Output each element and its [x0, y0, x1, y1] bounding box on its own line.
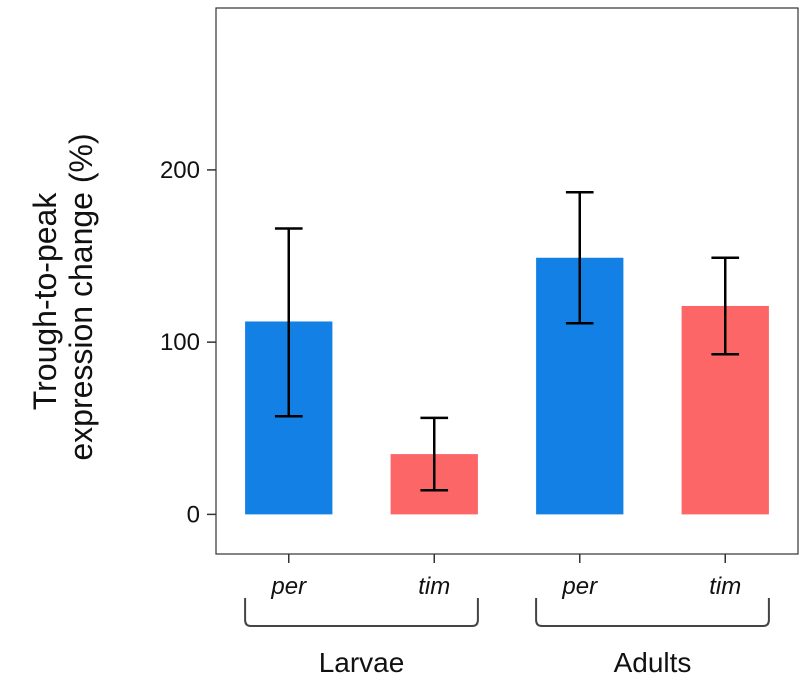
y-tick-label: 0	[187, 501, 200, 528]
error-bar-3	[565, 191, 594, 325]
x-tick-label-tim: tim	[418, 573, 450, 600]
y-tick-label: 200	[160, 157, 200, 184]
group-label-adults: Adults	[614, 647, 692, 678]
y-axis: 0 100 200	[160, 157, 216, 528]
x-tick-label-per: per	[561, 573, 598, 600]
group-label-larvae: Larvae	[319, 647, 405, 678]
y-axis-title: Trough-to-peak expression change (%)	[27, 133, 99, 460]
group-bracket-1	[244, 598, 479, 627]
error-bars-layer	[274, 191, 740, 492]
group-bracket-2	[535, 598, 770, 627]
x-tick-label-per: per	[270, 573, 307, 600]
x-axis: per tim per tim	[270, 554, 741, 600]
y-tick-label: 100	[160, 329, 200, 356]
bars-layer	[245, 257, 769, 515]
y-axis-title-line-2: expression change (%)	[63, 133, 99, 460]
x-tick-label-tim: tim	[709, 573, 741, 600]
error-bar-1	[274, 227, 303, 418]
plot-panel	[215, 7, 799, 555]
error-bar-4	[711, 256, 740, 356]
group-brackets: Larvae Adults	[244, 598, 770, 678]
y-axis-title-line-1: Trough-to-peak	[27, 192, 63, 411]
error-bar-2	[420, 416, 449, 492]
